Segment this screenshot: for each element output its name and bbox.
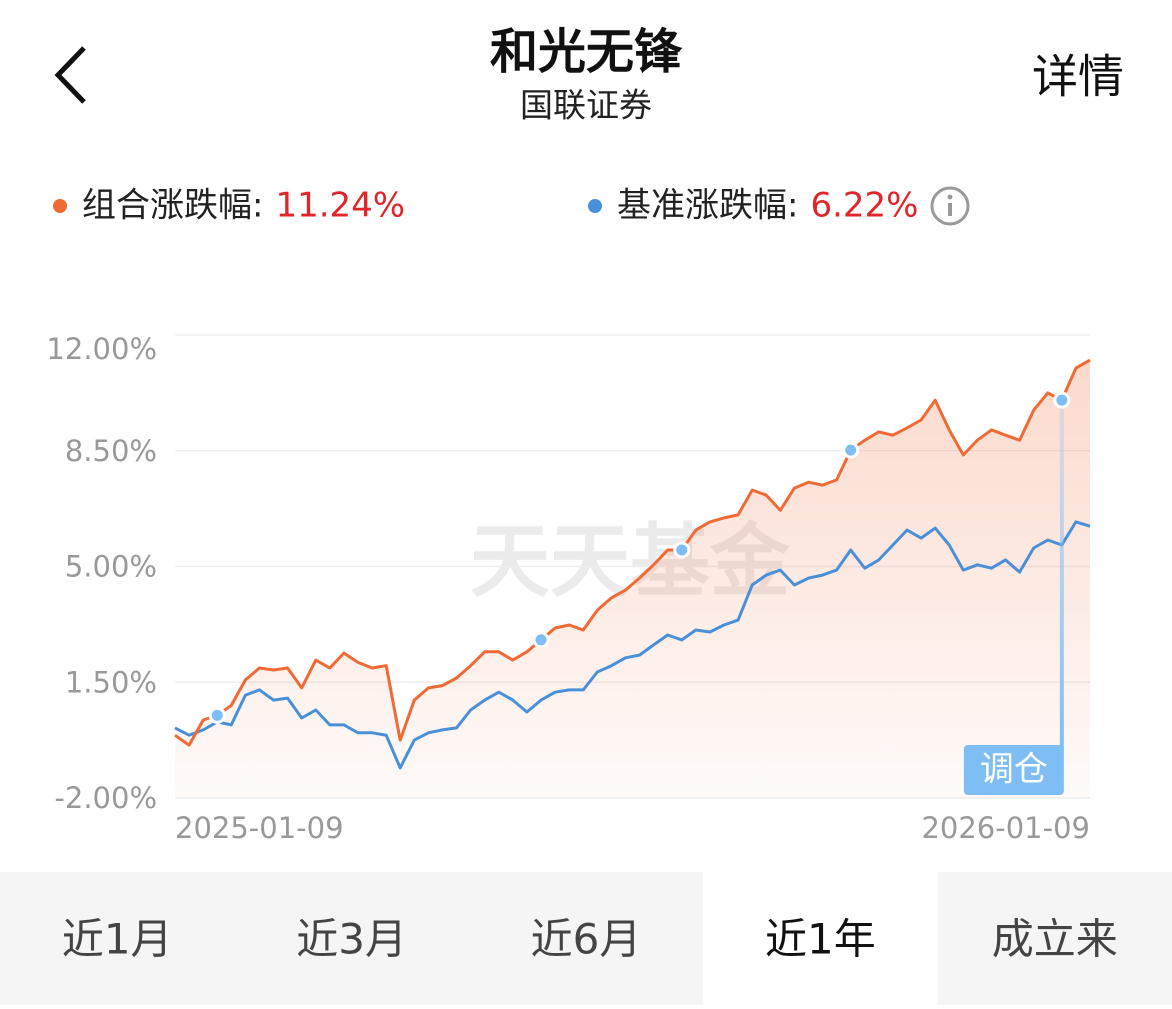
annotation-box	[963, 745, 1064, 795]
tab[interactable]: 近6月	[531, 915, 642, 964]
tab-active-bg	[703, 872, 938, 1005]
legend-dot	[53, 199, 67, 213]
page-title: 和光无锋	[490, 24, 683, 80]
y-tick-label: 5.00%	[65, 550, 157, 584]
detail-button[interactable]: 详情	[1032, 50, 1124, 104]
tab[interactable]: 近3月	[296, 915, 407, 964]
legend-value: 11.24%	[275, 186, 405, 226]
tab[interactable]: 近1年	[765, 915, 876, 964]
page-subtitle: 国联证券	[520, 86, 652, 125]
info-icon[interactable]	[930, 186, 970, 226]
rebalance-marker[interactable]	[208, 706, 226, 724]
rebalance-line	[1059, 400, 1064, 750]
line	[174, 358, 1091, 747]
tab-bar: 近1月 近3月 近6月 近1年 成立来	[0, 872, 1172, 1005]
rebalance-marker[interactable]	[842, 441, 860, 459]
y-tick-label: -2.00%	[54, 781, 157, 815]
rebalance-marker[interactable]	[673, 541, 691, 559]
annotation: 调仓	[980, 750, 1048, 790]
legend-dot	[588, 199, 602, 213]
y-tick-label: 12.00%	[46, 332, 157, 366]
area	[175, 360, 1090, 798]
tab-bar-bg	[0, 872, 1172, 1005]
rebalance-marker[interactable]	[1053, 391, 1071, 409]
tab[interactable]: 成立来	[992, 915, 1118, 964]
y-tick-label: 8.50%	[65, 434, 157, 468]
legend-label: 基准涨跌幅:	[617, 186, 798, 226]
legend-label: 组合涨跌幅:	[82, 186, 263, 226]
line	[174, 520, 1091, 770]
back-button[interactable]	[54, 46, 86, 104]
y-tick-label: 1.50%	[65, 665, 157, 699]
legend-value: 6.22%	[810, 186, 918, 226]
rebalance-marker[interactable]	[532, 631, 550, 649]
tab[interactable]: 近1月	[62, 915, 173, 964]
plot: -2.00% 1.50% 5.00% 8.50% 12.00% 2025-01-09 202…	[46, 332, 1091, 845]
legend: 组合涨跌幅: 11.24% 基准涨跌幅: 6.22%	[53, 186, 918, 226]
x-tick-label: 2026-01-09	[921, 811, 1090, 845]
x-tick-label: 2025-01-09	[175, 811, 344, 845]
